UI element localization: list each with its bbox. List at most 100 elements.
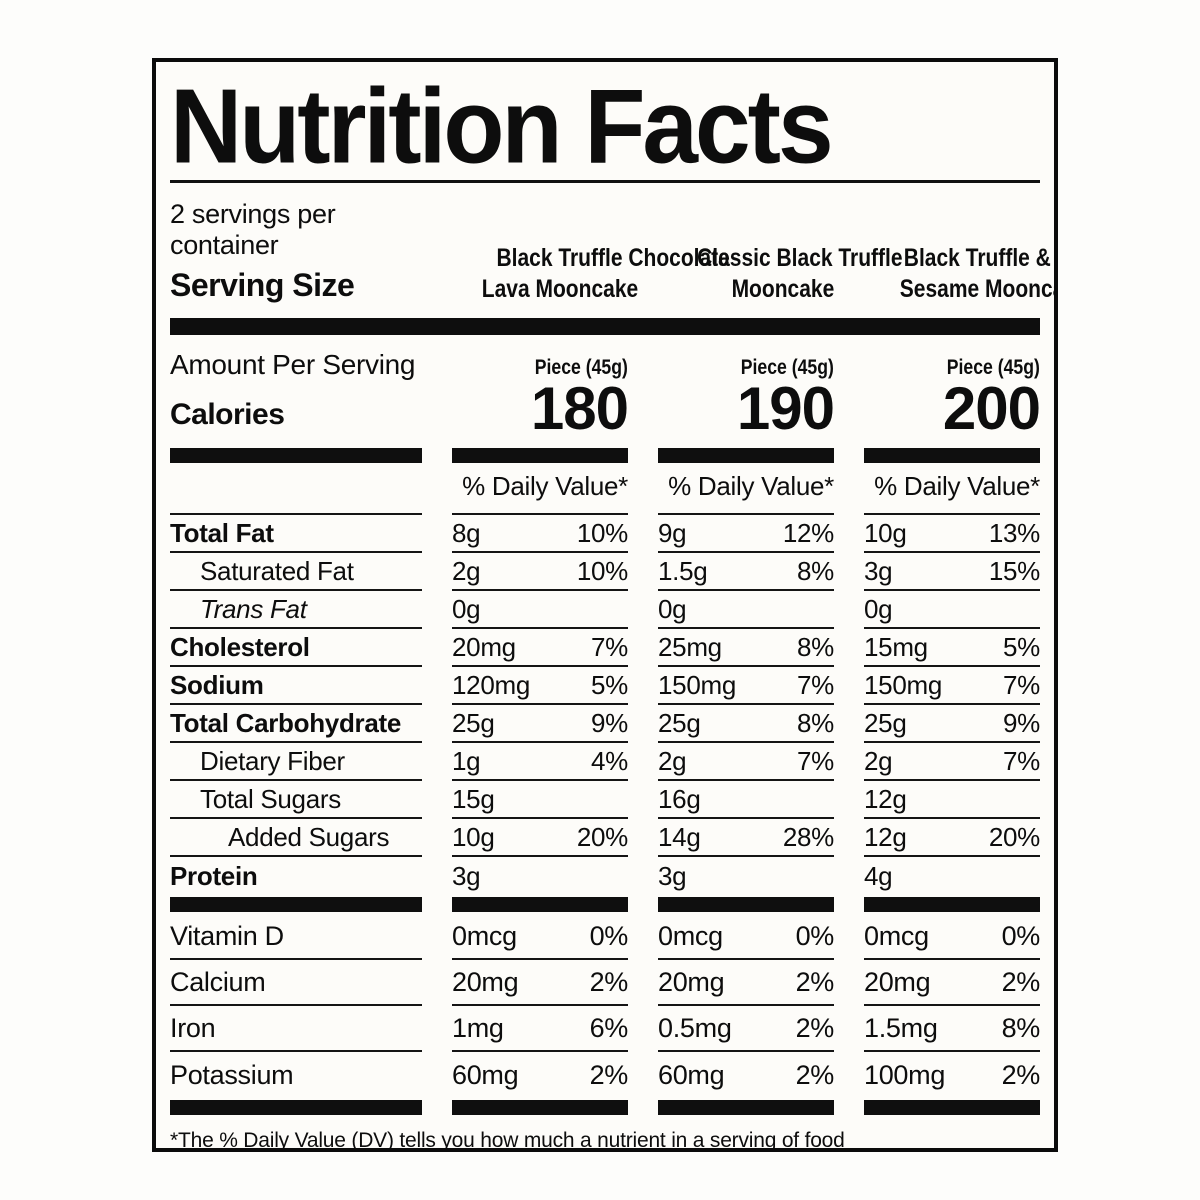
nutrient-amount: 120mg xyxy=(452,669,530,700)
amount-per-serving-label: Amount Per Serving xyxy=(170,349,416,380)
calories-label: Calories xyxy=(170,398,285,432)
nutrient-dv: 2% xyxy=(795,966,835,997)
nutrient-amount: 150mg xyxy=(658,669,736,700)
nutrient-dv: 8% xyxy=(1001,1012,1041,1043)
nutrient-amount: 2g xyxy=(452,555,481,586)
nutrient-dv: 5% xyxy=(1003,631,1040,662)
nutrient-name: Total Carbohydrate xyxy=(170,705,422,744)
nutrient-dv: 7% xyxy=(1003,669,1040,700)
nutrient-amount: 1.5mg xyxy=(864,1012,938,1043)
calories-row: Calories 180 190 200 xyxy=(170,375,1041,446)
product-name-1: Black Truffle Chocolate Lava Mooncake xyxy=(481,244,730,303)
nutrient-dv: 9% xyxy=(591,707,628,738)
nutrient-value-cell: 10g 13% xyxy=(864,515,1040,554)
nutrient-row: Potassium 60mg 2% 60mg 2% 100mg 2% xyxy=(170,1052,1040,1098)
nutrient-amount: 0.5mg xyxy=(658,1012,732,1043)
nutrient-amount: 150mg xyxy=(864,669,942,700)
daily-value-header-3: % Daily Value* xyxy=(864,471,1040,516)
nutrient-row: Calcium 20mg 2% 20mg 2% 20mg 2% xyxy=(170,960,1040,1007)
nutrient-value-cell: 60mg 2% xyxy=(658,1052,834,1098)
nutrient-dv: 8% xyxy=(797,555,834,586)
nutrient-row: Sodium 120mg 5% 150mg 7% 150mg 7% xyxy=(170,667,1040,706)
nutrient-amount: 3g xyxy=(452,860,481,891)
nutrient-amount: 16g xyxy=(658,783,701,814)
nutrient-value-cell: 1g 4% xyxy=(452,743,628,782)
thick-divider-segments xyxy=(170,897,1040,913)
nutrient-dv: 2% xyxy=(589,966,629,997)
nutrient-value-cell: 150mg 7% xyxy=(658,667,834,706)
nutrient-value-cell: 0mcg 0% xyxy=(864,914,1041,961)
nutrient-name: Trans Fat xyxy=(170,591,422,630)
nutrient-amount: 20mg xyxy=(452,631,516,662)
thick-divider-segments xyxy=(170,1100,1040,1116)
nutrient-name: Cholesterol xyxy=(170,629,422,668)
nutrient-name: Dietary Fiber xyxy=(170,743,422,782)
nutrient-amount: 2g xyxy=(864,745,893,776)
calories-value-1: 180 xyxy=(530,375,629,442)
nutrient-value-cell: 150mg 7% xyxy=(864,667,1040,706)
nutrient-amount: 25g xyxy=(864,707,907,738)
nutrient-dv: 0% xyxy=(795,920,835,951)
nutrient-value-cell: 20mg 2% xyxy=(864,960,1040,1007)
nutrient-dv: 5% xyxy=(591,669,628,700)
nutrient-row: Trans Fat 0g 0g 0g xyxy=(170,591,1040,630)
nutrient-row: Cholesterol 20mg 7% 25mg 8% 15mg 5% xyxy=(170,629,1040,668)
nutrient-value-cell: 25g 9% xyxy=(864,705,1040,744)
nutrient-dv: 10% xyxy=(576,555,628,586)
nutrient-value-cell: 25g 8% xyxy=(658,705,834,744)
nutrient-value-cell: 8g 10% xyxy=(452,515,628,554)
nutrient-amount: 15g xyxy=(452,783,495,814)
nutrient-amount: 3g xyxy=(864,555,893,586)
nutrient-value-cell: 10g 20% xyxy=(452,819,628,858)
nutrient-amount: 25mg xyxy=(658,631,722,662)
nutrient-dv: 8% xyxy=(797,631,834,662)
nutrition-facts-label: Nutrition Facts 2 servings per container… xyxy=(152,58,1058,1152)
product-name-3: Black Truffle & Black Sesame Mooncake xyxy=(899,244,1054,303)
thick-divider-segments xyxy=(170,448,1040,464)
nutrient-dv: 10% xyxy=(576,517,628,548)
nutrient-value-cell: 25g 9% xyxy=(452,705,628,744)
nutrient-name: Calcium xyxy=(170,960,422,1007)
nutrient-amount: 12g xyxy=(864,783,907,814)
nutrient-value-cell: 2g 7% xyxy=(658,743,834,782)
nutrient-row: Total Carbohydrate 25g 9% 25g 8% 25g 9% xyxy=(170,705,1040,744)
nutrient-amount: 0mcg xyxy=(864,920,929,951)
nutrient-amount: 0mcg xyxy=(658,920,723,951)
nutrient-dv: 0% xyxy=(1001,920,1041,951)
nutrient-value-cell: 12g 20% xyxy=(864,819,1040,858)
nutrient-name: Sodium xyxy=(170,667,422,706)
serving-weight-2: Piece (45g) xyxy=(740,356,834,379)
nutrient-amount: 0g xyxy=(658,593,687,624)
nutrient-value-cell: 25mg 8% xyxy=(658,629,834,668)
nutrient-amount: 4g xyxy=(864,860,893,891)
nutrient-amount: 20mg xyxy=(452,966,519,997)
nutrient-value-cell: 20mg 2% xyxy=(658,960,835,1007)
nutrient-name: Potassium xyxy=(170,1059,294,1090)
nutrient-table: Total Fat 8g 10% 9g 12% 10g 13% Saturated Fat 2g… xyxy=(170,515,1040,895)
nutrient-value-cell: 60mg 2% xyxy=(452,1052,628,1098)
nutrient-row: Protein 3g 3g 4g xyxy=(170,857,1040,895)
nutrient-name: Saturated Fat xyxy=(170,553,422,592)
footnote: *The % Daily Value (DV) tells you how mu… xyxy=(170,1117,1040,1148)
nutrient-value-cell: 2g 10% xyxy=(452,553,628,592)
nutrient-row: Vitamin D 0mcg 0% 0mcg 0% 0mcg 0% xyxy=(170,914,1041,961)
daily-value-header-2: % Daily Value* xyxy=(658,471,834,516)
nutrient-amount: 1g xyxy=(452,745,481,776)
daily-value-header-row: % Daily Value* % Daily Value* % Daily Va… xyxy=(170,465,1040,516)
nutrient-name: Total Sugars xyxy=(170,781,422,820)
nutrient-amount: 10g xyxy=(452,821,495,852)
nutrient-amount: 10g xyxy=(864,517,907,548)
nutrient-dv: 20% xyxy=(988,821,1040,852)
nutrient-dv: 7% xyxy=(1003,745,1040,776)
calories-value-2: 190 xyxy=(736,375,835,442)
nutrient-dv: 13% xyxy=(988,517,1040,548)
nutrient-dv: 7% xyxy=(797,745,834,776)
nutrient-value-cell: 15mg 5% xyxy=(864,629,1040,668)
nutrient-amount: 0g xyxy=(452,593,481,624)
nutrient-name: Total Fat xyxy=(170,515,422,554)
calories-value-3: 200 xyxy=(942,375,1041,442)
nutrient-value-cell: 1.5mg 8% xyxy=(864,1006,1041,1053)
nutrient-amount: 60mg xyxy=(658,1059,725,1090)
nutrient-row: Total Fat 8g 10% 9g 12% 10g 13% xyxy=(170,515,1040,554)
